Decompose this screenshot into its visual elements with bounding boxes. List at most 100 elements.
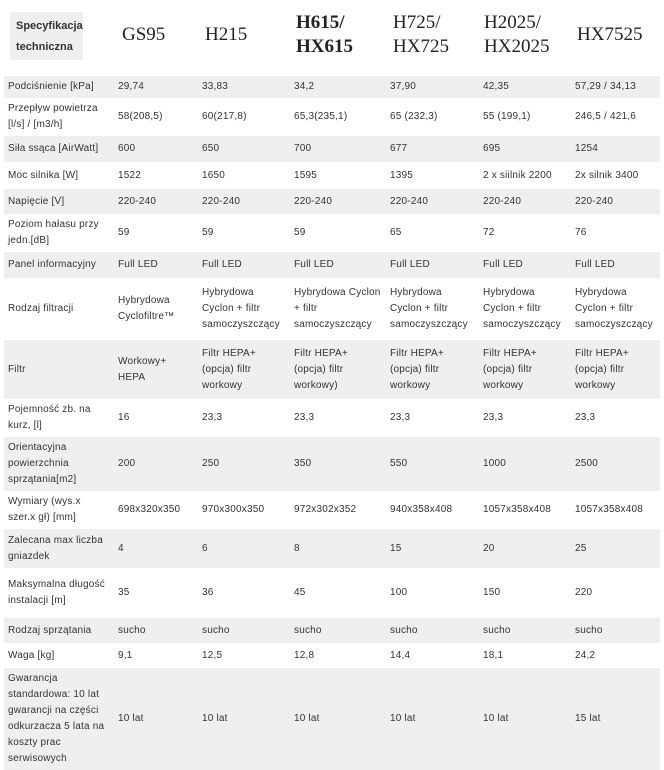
cell-value: 23,3 — [390, 412, 411, 423]
cell-value: 65 — [390, 227, 402, 238]
cell-value: Filtr HEPA+ (opcja) filtr workowy) — [290, 340, 386, 399]
cell-value: 45 — [294, 587, 306, 598]
cell-value: 24,2 — [575, 649, 596, 661]
cell-value: Filtr HEPA+ (opcja) filtr workowy — [571, 340, 660, 399]
cell-value: 2 x siilnik 2200 — [483, 169, 552, 181]
row-label: Waga [kg] — [8, 649, 55, 661]
cell-value: 220-240 — [479, 189, 571, 214]
cell-value: Hybrydowa Cyclon + filtr samoczyszczący — [575, 287, 653, 330]
cell-value: 59 — [202, 227, 214, 238]
model-header: H615/ HX615 — [296, 12, 353, 57]
cell-value: 220-240 — [386, 189, 479, 214]
row-label: Rodzaj sprzątania — [4, 618, 114, 643]
cell-value: 15 — [386, 529, 479, 568]
cell-value: Hybrydowa Cyclon + filtr samoczyszczący — [294, 287, 381, 330]
cell-value: 600 — [114, 136, 198, 162]
cell-value: Filtr HEPA+ (opcja) filtr workowy — [386, 340, 479, 399]
cell-value: 246,5 / 421,6 — [575, 111, 636, 122]
cell-value: Full LED — [198, 252, 290, 278]
cell-value: 970x300x350 — [202, 504, 265, 515]
model-header: H725/ HX725 — [393, 12, 449, 57]
table-row: Napięcie [V] 220-240 220-240 220-240 220-240… — [4, 189, 660, 214]
cell-value: Full LED — [290, 252, 386, 278]
cell-value: 12,5 — [202, 649, 223, 661]
cell-value: 57,29 / 34,13 — [571, 76, 660, 98]
row-label: Orientacyjna powierzchnia sprzątania[m2] — [4, 437, 114, 491]
table-row: Orientacyjna powierzchnia sprzątania[m2]… — [4, 437, 660, 491]
cell-value: 550 — [386, 437, 479, 491]
cell-value: 25 — [571, 529, 660, 568]
cell-value: Hybrydowa Cyclon + filtr samoczyszczący — [483, 287, 561, 330]
cell-value: 677 — [386, 136, 479, 162]
cell-value: 72 — [483, 227, 495, 238]
cell-value: 150 — [483, 587, 501, 598]
row-label: Podciśnienie [kPa] — [4, 76, 114, 98]
table-row: Rodzaj sprzątania sucho sucho sucho sucho suc… — [4, 618, 660, 643]
cell-value: 65,3(235,1) — [294, 111, 348, 122]
cell-value: 29,74 — [114, 76, 198, 98]
cell-value: sucho — [571, 618, 660, 643]
cell-value: 16 — [118, 412, 130, 423]
cell-value: 23,3 — [483, 412, 504, 423]
table-row: Gwarancja standardowa: 10 lat gwarancji … — [4, 668, 660, 770]
table-row: Panel informacyjny Full LED Full LED Full L… — [4, 252, 660, 278]
cell-value: 15 lat — [571, 668, 660, 770]
table-row: Pojemność zb. na kurz, [l] 16 23,3 23,3 23,3… — [4, 399, 660, 437]
cell-value: 1057x358x408 — [483, 504, 552, 515]
cell-value: Full LED — [479, 252, 571, 278]
cell-value: 23,3 — [575, 412, 596, 423]
cell-value: 2500 — [571, 437, 660, 491]
cell-value: Hybrydowa Cyclon + filtr samoczyszczący — [202, 287, 280, 330]
cell-value: 23,3 — [202, 412, 223, 423]
cell-value: 220-240 — [290, 189, 386, 214]
model-header: H2025/ HX2025 — [484, 12, 550, 57]
row-label: Rodzaj filtracji — [8, 303, 74, 314]
cell-value: 10 lat — [386, 668, 479, 770]
cell-value: 10 lat — [479, 668, 571, 770]
model-header: GS95 — [122, 24, 166, 45]
cell-value: 42,35 — [479, 76, 571, 98]
cell-value: 33,83 — [198, 76, 290, 98]
cell-value: Filtr HEPA+ (opcja) filtr workowy — [198, 340, 290, 399]
cell-value: 220-240 — [114, 189, 198, 214]
cell-value: 23,3 — [294, 412, 315, 423]
table-header: Specyfikacja techniczna GS95 H215 H615/ … — [0, 0, 664, 77]
cell-value: 35 — [118, 587, 130, 598]
cell-value: sucho — [290, 618, 386, 643]
row-label: Poziom hałasu przy jedn.[dB] — [8, 219, 99, 246]
cell-value: 220-240 — [198, 189, 290, 214]
cell-value: 1254 — [571, 136, 660, 162]
cell-value: 18,1 — [483, 649, 504, 661]
cell-value: 76 — [575, 227, 587, 238]
row-label: Moc silnika [W] — [8, 169, 79, 181]
cell-value: 1057x358x408 — [575, 504, 644, 515]
cell-value: 10 lat — [198, 668, 290, 770]
cell-value: Hybrydowa Cyclon + filtr samoczyszczący — [390, 287, 468, 330]
cell-value: 1650 — [202, 169, 226, 181]
cell-value: sucho — [386, 618, 479, 643]
row-label: Napięcie [V] — [4, 189, 114, 214]
model-header: H215 — [205, 24, 248, 45]
cell-value: 65 (232,3) — [390, 111, 438, 122]
cell-value: 9,1 — [118, 649, 133, 661]
cell-value: 36 — [202, 587, 214, 598]
cell-value: 59 — [118, 227, 130, 238]
cell-value: sucho — [114, 618, 198, 643]
cell-value: 220 — [575, 587, 593, 598]
cell-value: 10 lat — [290, 668, 386, 770]
cell-value: 8 — [290, 529, 386, 568]
cell-value: sucho — [198, 618, 290, 643]
row-label: Filtr — [4, 340, 114, 399]
table-row: Zalecana max liczba gniazdek 4 6 8 15 20 25 — [4, 529, 660, 568]
cell-value: 650 — [198, 136, 290, 162]
cell-value: Full LED — [386, 252, 479, 278]
table-row: Filtr Workowy+ HEPA Filtr HEPA+ (opcja) fi… — [4, 340, 660, 399]
cell-value: 59 — [294, 227, 306, 238]
cell-value: 2x silnik 3400 — [575, 169, 639, 181]
row-label: Wymiary (wys.x szer.x gł) [mm] — [8, 496, 81, 523]
spec-table: Podciśnienie [kPa] 29,74 33,83 34,2 37,90 42,… — [4, 76, 660, 770]
cell-value: Filtr HEPA+ (opcja) filtr workowy — [479, 340, 571, 399]
cell-value: 700 — [290, 136, 386, 162]
cell-value: 220-240 — [571, 189, 660, 214]
cell-value: 55 (199,1) — [483, 111, 531, 122]
